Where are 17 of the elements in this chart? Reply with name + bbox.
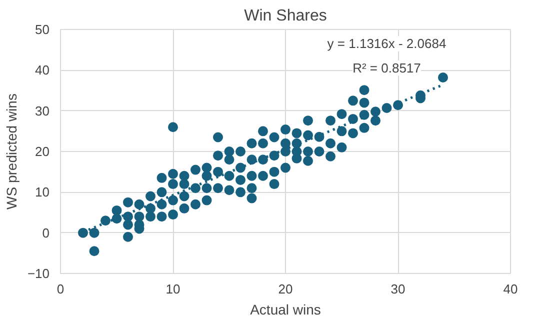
x-axis-title: Actual wins <box>250 302 321 318</box>
y-tick-label: −10 <box>27 266 50 281</box>
x-tick-label: 40 <box>503 282 518 296</box>
annotation: y = 1.1316x - 2.0684 <box>327 36 446 52</box>
y-tick-label: 50 <box>35 22 50 37</box>
x-tick-label: 30 <box>390 282 406 296</box>
x-tick-label: 10 <box>166 282 180 296</box>
y-tick-label: 30 <box>35 103 50 118</box>
y-tick-label: 10 <box>35 184 50 200</box>
x-tick-label: 20 <box>278 282 293 296</box>
chart-title: Win Shares <box>244 8 327 24</box>
y-axis-title: WS predicted wins <box>3 94 20 210</box>
y-tick-label: 40 <box>35 62 50 78</box>
x-tick-label: 0 <box>56 282 64 296</box>
annotation: R² = 0.8517 <box>352 60 421 76</box>
y-tick-label: 0 <box>42 225 50 240</box>
y-tick-label: 20 <box>35 144 50 159</box>
